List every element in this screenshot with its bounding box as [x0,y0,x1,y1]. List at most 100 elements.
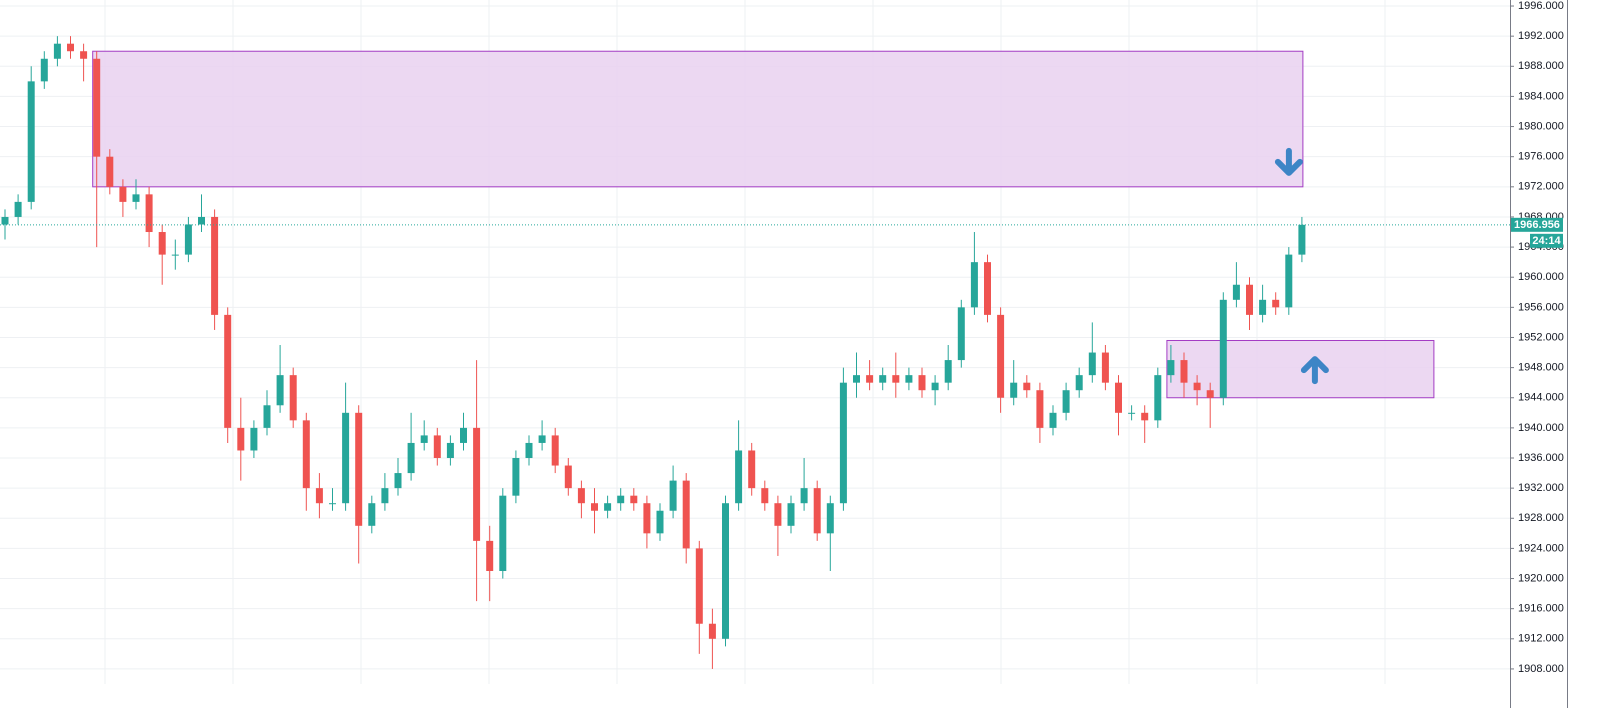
candle-body [800,488,808,504]
candle-body [499,495,507,572]
candle-body [1154,375,1162,421]
candle-body [735,450,743,504]
candle-body [1167,360,1175,376]
candle-body [171,254,179,256]
candle-body [132,194,140,202]
y-tick-label: 1980.000 [1518,120,1564,132]
candle-body [577,488,585,504]
y-tick-label: 1940.000 [1518,422,1564,434]
zone-arrow [1274,147,1303,176]
candle-body [224,314,232,428]
candle-body [407,442,415,474]
last-price-box [1511,217,1563,232]
candle-body [997,314,1005,398]
y-tick-label: 1928.000 [1518,512,1564,524]
zone [92,50,1304,188]
candle-body [774,503,782,526]
candle-body [329,503,336,505]
y-tick-label: 1948.000 [1518,362,1564,374]
candle-body [1128,412,1136,414]
candle-body [1075,375,1083,391]
y-tick-label: 1988.000 [1518,60,1564,72]
candle-body [1285,254,1293,308]
candle-body [1088,352,1096,376]
zone [1166,339,1435,399]
candle-body [1246,284,1253,315]
candle-body [80,51,88,59]
candle-body [158,232,166,255]
candle-body [957,307,965,361]
candle-body [1259,299,1267,315]
candle-body [866,375,874,383]
y-tick-label: 1952.000 [1518,331,1564,343]
candle-body [669,480,677,511]
candle-body [394,473,402,489]
y-tick-label: 1976.000 [1518,151,1564,163]
candle-body [525,442,533,459]
zone-arrow [1300,356,1329,385]
candle-body [460,427,467,443]
y-tick-label: 1908.000 [1518,663,1564,675]
candle-body [250,427,258,451]
candle-body [591,503,598,511]
candle-body [708,623,716,639]
candle-body [446,442,454,459]
y-tick-label: 1956.000 [1518,301,1564,313]
candle-body [905,375,913,383]
candle-body [486,540,494,572]
candle-body [970,262,978,308]
candle-body [420,435,428,443]
candle-body [512,458,520,496]
candle-body [263,405,271,428]
candle-body [276,375,284,406]
candle-body [53,43,61,59]
candle-body [211,216,219,315]
candle-body [630,495,638,504]
candle-body [302,420,310,489]
candle-body [315,488,323,504]
candle-body [643,503,651,534]
candle-body [984,262,991,315]
candle-body [1101,352,1109,383]
candle-body [355,412,363,526]
candle-body [826,503,834,534]
candle-body [722,503,729,639]
candle-body [1036,390,1044,428]
candle-body [931,382,939,391]
candle-body [879,375,887,383]
candle-body [1010,382,1018,398]
candle-body [1180,360,1188,383]
candle-body [918,375,926,391]
candle-body [604,503,612,511]
y-tick-label: 1992.000 [1518,30,1564,42]
candle-body [1298,224,1306,255]
countdown-label: 24:14 [1532,235,1561,247]
candle-body [839,382,847,504]
candle-body [551,435,559,466]
candle-body [761,488,769,504]
candle-body [381,488,389,504]
candle-body [27,81,35,202]
y-tick-label: 1916.000 [1518,603,1564,615]
candle-body [1232,284,1240,300]
candle-body [787,503,795,526]
y-tick-label: 1996.000 [1518,0,1564,12]
y-tick-label: 1932.000 [1518,482,1564,494]
countdown-box [1530,233,1563,248]
candle-body [119,186,127,202]
candle-body [237,427,245,451]
y-tick-label: 1944.000 [1518,392,1564,404]
candle-body [40,58,48,82]
candle-body [813,488,821,534]
candle-body [617,495,625,504]
candle-body [892,375,900,383]
candle-body [1062,390,1070,413]
candle-body [853,375,860,383]
candle-body [198,216,205,225]
last-price-label: 1966.956 [1514,219,1560,231]
candle-body [1,216,9,225]
y-tick-label: 1912.000 [1518,633,1564,645]
candle-body [473,427,481,541]
y-tick-label: 1972.000 [1518,181,1564,193]
